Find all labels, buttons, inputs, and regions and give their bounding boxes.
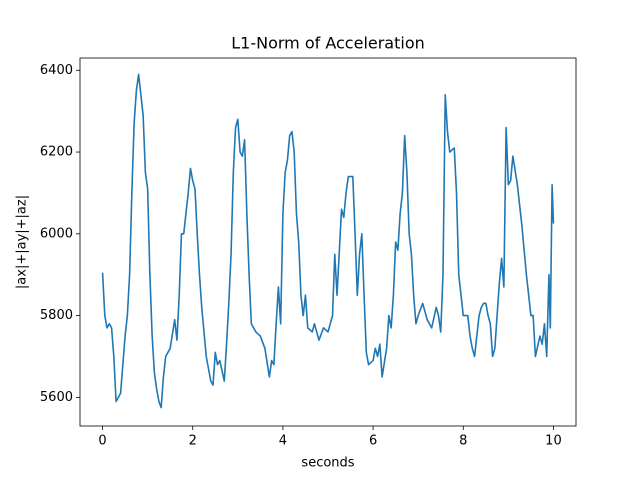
y-tick-label: 5800 bbox=[40, 308, 73, 323]
data-line bbox=[101, 73, 555, 409]
y-tick-label: 6200 bbox=[40, 145, 73, 160]
x-tick-label: 8 bbox=[459, 434, 467, 449]
x-tick-label: 10 bbox=[545, 434, 562, 449]
x-tick-label: 6 bbox=[369, 434, 377, 449]
chart-title: L1-Norm of Acceleration bbox=[231, 34, 425, 53]
plot-frame bbox=[79, 57, 577, 427]
x-tick-label: 2 bbox=[189, 434, 197, 449]
x-tick-label: 4 bbox=[279, 434, 287, 449]
x-tick-label: 0 bbox=[98, 434, 106, 449]
y-tick-label: 6400 bbox=[40, 63, 73, 78]
y-tick-label: 5600 bbox=[40, 390, 73, 405]
y-tick-label: 6000 bbox=[40, 226, 73, 241]
x-axis-label: seconds bbox=[301, 456, 354, 471]
y-axis-label: |ax|+|ay|+|az| bbox=[15, 195, 30, 289]
